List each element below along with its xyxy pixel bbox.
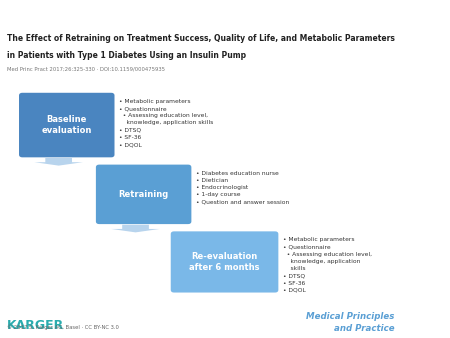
FancyBboxPatch shape <box>96 165 191 224</box>
Text: and Practice: and Practice <box>334 324 395 333</box>
Polygon shape <box>34 158 83 166</box>
Text: KARGER: KARGER <box>7 319 64 332</box>
Text: • Metabolic parameters
• Questionnaire
  • Assessing education level,
    knowle: • Metabolic parameters • Questionnaire •… <box>283 237 372 293</box>
Polygon shape <box>111 225 160 233</box>
Text: The Effect of Retraining on Treatment Success, Quality of Life, and Metabolic Pa: The Effect of Retraining on Treatment Su… <box>7 34 395 43</box>
FancyBboxPatch shape <box>171 231 279 292</box>
FancyBboxPatch shape <box>19 93 114 158</box>
Text: • Metabolic parameters
• Questionnaire
  • Assessing education level,
    knowle: • Metabolic parameters • Questionnaire •… <box>119 99 214 147</box>
Text: Baseline
evaluation: Baseline evaluation <box>41 115 92 136</box>
Text: Retraining: Retraining <box>118 190 169 199</box>
Text: Medical Principles: Medical Principles <box>306 312 395 320</box>
Text: • Diabetes education nurse
• Dietician
• Endocrinologist
• 1-day course
• Questi: • Diabetes education nurse • Dietician •… <box>196 171 289 204</box>
Text: Med Princ Pract 2017;26:325-330 · DOI:10.1159/000475935: Med Princ Pract 2017;26:325-330 · DOI:10… <box>7 67 165 72</box>
Text: in Patients with Type 1 Diabetes Using an Insulin Pump: in Patients with Type 1 Diabetes Using a… <box>7 51 247 60</box>
Text: © 2017 S. Karger AG, Basel · CC BY-NC 3.0: © 2017 S. Karger AG, Basel · CC BY-NC 3.… <box>7 324 119 330</box>
Text: Re-evaluation
after 6 months: Re-evaluation after 6 months <box>189 251 260 272</box>
